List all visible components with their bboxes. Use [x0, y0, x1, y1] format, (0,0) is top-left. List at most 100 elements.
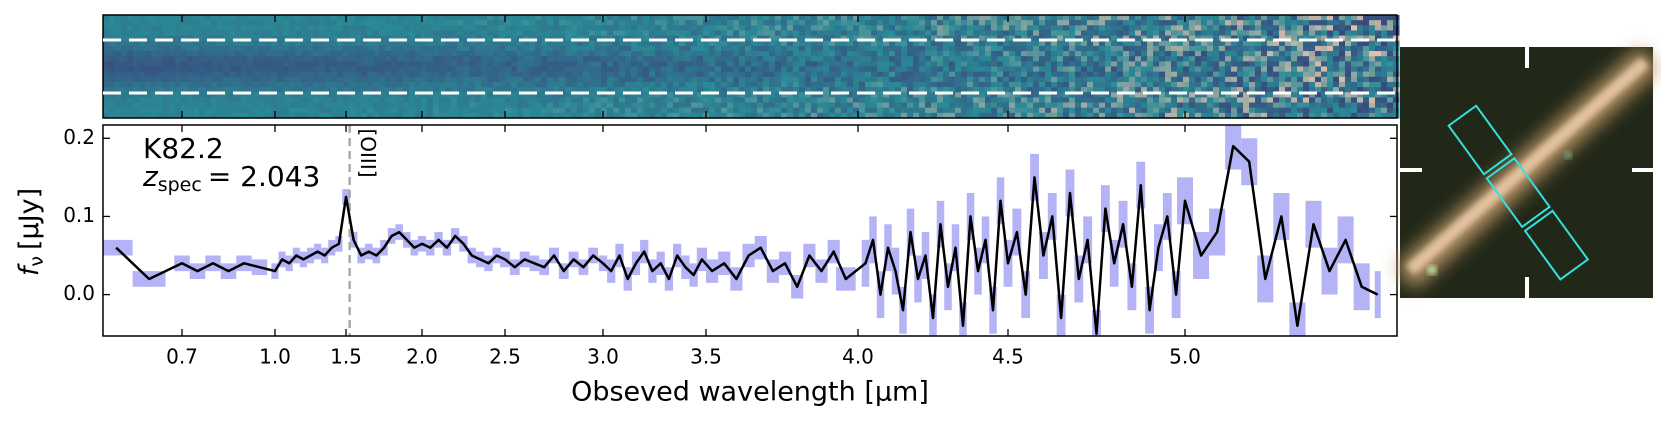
pixel: [703, 66, 710, 73]
pixel: [1021, 56, 1028, 62]
pixel: [379, 20, 386, 26]
pixel: [1051, 45, 1058, 52]
pixel: [433, 51, 440, 57]
pixel: [709, 45, 716, 52]
pixel: [967, 87, 974, 93]
pixel: [877, 81, 884, 88]
pixel: [133, 81, 140, 88]
pixel: [319, 25, 326, 31]
pixel: [1369, 20, 1376, 26]
pixel: [247, 71, 254, 78]
pixel: [451, 61, 458, 67]
pixel: [115, 45, 122, 52]
pixel: [343, 107, 350, 114]
pixel: [349, 97, 356, 104]
pixel: [187, 45, 194, 52]
pixel: [469, 112, 476, 119]
pixel: [583, 30, 590, 37]
pixel: [517, 25, 524, 31]
pixel: [625, 56, 632, 62]
pixel: [505, 51, 512, 57]
pixel: [139, 102, 146, 109]
pixel: [421, 15, 428, 21]
pixel: [847, 87, 854, 93]
pixel: [457, 45, 464, 52]
pixel: [1093, 66, 1100, 73]
pixel: [337, 35, 344, 42]
pixel: [1249, 107, 1256, 114]
pixel: [463, 107, 470, 114]
pixel: [727, 107, 734, 114]
pixel: [469, 30, 476, 37]
pixel: [337, 112, 344, 119]
pixel: [1243, 97, 1250, 104]
pixel: [493, 56, 500, 62]
pixel: [1189, 40, 1196, 47]
pixel: [385, 102, 392, 109]
pixel: [1213, 30, 1220, 37]
pixel: [1273, 76, 1280, 83]
pixel: [1363, 51, 1370, 57]
pixel: [991, 51, 998, 57]
pixel: [859, 71, 866, 78]
pixel: [979, 56, 986, 62]
pixel: [1285, 92, 1292, 98]
pixel: [1195, 35, 1202, 42]
pixel: [529, 87, 536, 93]
pixel: [739, 25, 746, 31]
pixel: [733, 35, 740, 42]
pixel: [1357, 76, 1364, 83]
pixel: [409, 56, 416, 62]
pixel: [1357, 71, 1364, 78]
pixel: [1219, 71, 1226, 78]
pixel: [1021, 20, 1028, 26]
pixel: [1273, 40, 1280, 47]
pixel: [193, 15, 200, 21]
pixel: [865, 66, 872, 73]
pixel: [445, 81, 452, 88]
pixel: [973, 107, 980, 114]
pixel: [337, 87, 344, 93]
pixel: [1243, 71, 1250, 78]
pixel: [535, 112, 542, 119]
pixel: [133, 66, 140, 73]
pixel: [619, 92, 626, 98]
pixel: [787, 20, 794, 26]
pixel: [1015, 15, 1022, 21]
pixel: [1309, 87, 1316, 93]
pixel: [655, 112, 662, 119]
pixel: [169, 25, 176, 31]
pixel: [1219, 51, 1226, 57]
pixel: [187, 25, 194, 31]
pixel: [259, 25, 266, 31]
pixel: [157, 97, 164, 104]
pixel: [709, 76, 716, 83]
pixel: [1117, 25, 1124, 31]
pixel: [1057, 40, 1064, 47]
pixel: [1099, 35, 1106, 42]
pixel: [1207, 66, 1214, 73]
pixel: [451, 66, 458, 73]
pixel: [1129, 56, 1136, 62]
pixel: [469, 81, 476, 88]
pixel: [1249, 56, 1256, 62]
pixel: [1009, 102, 1016, 109]
pixel: [235, 92, 242, 98]
pixel: [367, 66, 374, 73]
pixel: [349, 87, 356, 93]
pixel: [463, 76, 470, 83]
pixel: [1009, 15, 1016, 21]
pixel: [1225, 66, 1232, 73]
pixel: [835, 81, 842, 88]
pixel: [427, 30, 434, 37]
pixel: [1333, 92, 1340, 98]
pixel: [1213, 25, 1220, 31]
pixel: [319, 35, 326, 42]
pixel: [979, 102, 986, 109]
pixel: [793, 66, 800, 73]
pixel: [361, 66, 368, 73]
pixel: [1201, 20, 1208, 26]
pixel: [457, 76, 464, 83]
pixel: [1009, 112, 1016, 119]
pixel: [1387, 61, 1394, 67]
